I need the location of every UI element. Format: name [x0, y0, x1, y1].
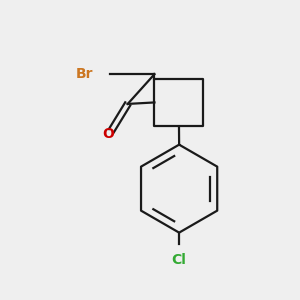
Text: Br: Br — [76, 67, 94, 81]
Text: Cl: Cl — [172, 253, 187, 266]
Text: O: O — [103, 127, 114, 141]
